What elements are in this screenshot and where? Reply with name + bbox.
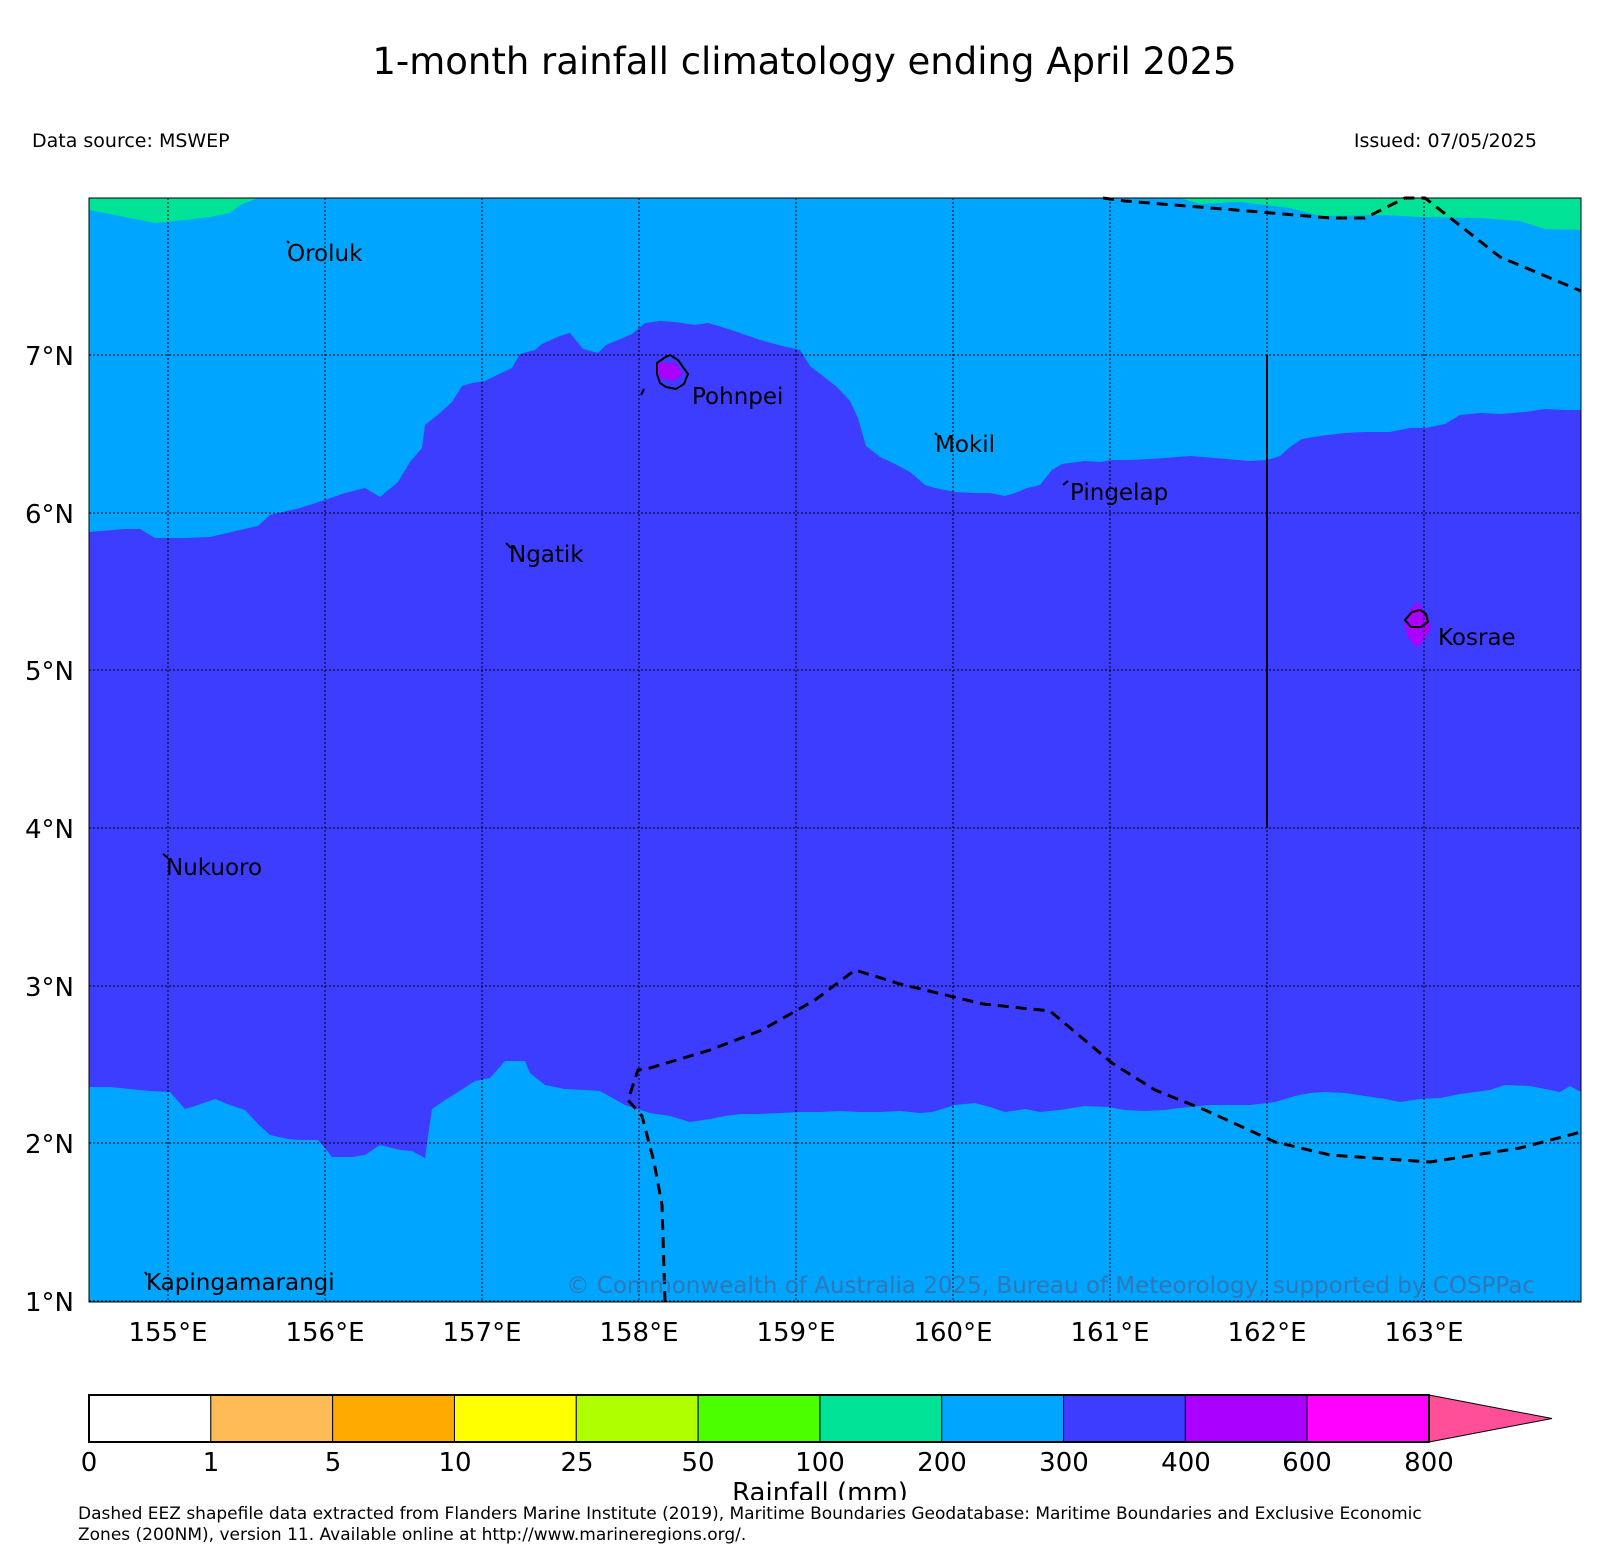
colorbar-tick-label: 10 — [438, 1448, 471, 1478]
issued-date-label: Issued: 07/05/2025 — [1353, 130, 1537, 152]
lat-tick-label: 3°N — [25, 973, 74, 1003]
colorbar-swatch — [1306, 1394, 1430, 1443]
footnote: Dashed EEZ shapefile data extracted from… — [78, 1504, 1578, 1546]
place-labels: Oroluk Pohnpei Mokil Pingelap Ngatik Kos… — [146, 241, 1516, 1296]
colorbar-tick-label: 25 — [560, 1448, 593, 1478]
place-label-pohnpei: Pohnpei — [692, 384, 783, 410]
lon-tick-label: 155°E — [128, 1318, 207, 1348]
island-outlines — [144, 240, 1430, 1276]
colorbar-swatch — [819, 1394, 943, 1443]
colorbar-tick-label: 400 — [1161, 1448, 1211, 1478]
colorbar-swatch — [941, 1394, 1065, 1443]
lat-tick-label: 2°N — [25, 1130, 74, 1160]
rain-zone-100-200-top-left — [89, 198, 258, 223]
lon-tick-labels: 155°E 156°E 157°E 158°E 159°E 160°E 161°… — [128, 1318, 1463, 1348]
colorbar-swatch — [88, 1394, 212, 1443]
colorbar-extend-arrow — [1428, 1394, 1553, 1443]
rain-zone-300-400 — [89, 321, 1581, 1158]
colorbar-tick-label: 300 — [1039, 1448, 1089, 1478]
lon-tick-label: 163°E — [1384, 1318, 1463, 1348]
place-label-pingelap: Pingelap — [1070, 480, 1168, 506]
place-label-kosrae: Kosrae — [1438, 625, 1516, 651]
rain-zone-100-200-top-right — [1180, 198, 1581, 230]
colorbar-swatch — [697, 1394, 821, 1443]
lon-tick-label: 157°E — [442, 1318, 521, 1348]
lon-tick-label: 161°E — [1070, 1318, 1149, 1348]
colorbar-tick-label: 5 — [325, 1448, 342, 1478]
colorbar-swatch — [575, 1394, 699, 1443]
lon-tick-label: 160°E — [913, 1318, 992, 1348]
lat-tick-label: 4°N — [25, 815, 74, 845]
colorbar-tick-label: 100 — [795, 1448, 845, 1478]
colorbar-tick-labels: 0 1 5 10 25 50 100 200 300 400 600 800 — [81, 1448, 1454, 1478]
lat-tick-label: 6°N — [25, 500, 74, 530]
place-label-kapingamarangi: Kapingamarangi — [146, 1270, 335, 1296]
colorbar-frame — [88, 1394, 1430, 1443]
lat-tick-label: 7°N — [25, 342, 74, 372]
place-label-oroluk: Oroluk — [287, 241, 363, 267]
lat-tick-labels: 7°N 6°N 5°N 4°N 3°N 2°N 1°N — [25, 342, 74, 1318]
colorbar-tick-label: 1 — [203, 1448, 220, 1478]
footnote-line: Zones (200NM), version 11. Available onl… — [78, 1525, 747, 1545]
rain-zone-400-600-pohnpei — [656, 363, 683, 381]
colorbar-swatch — [1063, 1394, 1186, 1443]
footnote-line: Dashed EEZ shapefile data extracted from… — [78, 1504, 1422, 1524]
pohnpei-outline — [656, 353, 690, 391]
map-frame — [88, 197, 1582, 1303]
colorbar-swatch — [332, 1394, 455, 1443]
eez-boundaries — [626, 196, 1582, 1303]
colorbar — [88, 1394, 1553, 1443]
place-label-nukuoro: Nukuoro — [166, 855, 262, 881]
colorbar-tick-label: 50 — [681, 1448, 714, 1478]
lon-tick-label: 162°E — [1227, 1318, 1306, 1348]
lon-tick-label: 158°E — [599, 1318, 678, 1348]
lat-tick-label: 1°N — [25, 1288, 74, 1318]
colorbar-tick-label: 800 — [1404, 1448, 1454, 1478]
colorbar-swatch — [210, 1394, 334, 1443]
kosrae-outline — [1403, 608, 1430, 628]
colorbar-tick-label: 200 — [917, 1448, 967, 1478]
colorbar-label: Rainfall (mm) — [732, 1478, 908, 1500]
rainfall-field — [89, 198, 1581, 1302]
lon-tick-label: 159°E — [756, 1318, 835, 1348]
lon-tick-label: 156°E — [285, 1318, 364, 1348]
place-label-mokil: Mokil — [935, 432, 995, 458]
colorbar-tick-label: 600 — [1282, 1448, 1332, 1478]
colorbar-swatch — [453, 1394, 577, 1443]
lat-tick-label: 5°N — [25, 657, 74, 687]
colorbar-swatch — [1184, 1394, 1308, 1443]
data-source-label: Data source: MSWEP — [32, 130, 230, 152]
rainfall-map: Oroluk Pohnpei Mokil Pingelap Ngatik Kos… — [25, 196, 1582, 1500]
copyright-notice: © Commonwealth of Australia 2025, Bureau… — [566, 1273, 1535, 1299]
colorbar-tick-label: 0 — [81, 1448, 98, 1478]
map-title: 1-month rainfall climatology ending Apri… — [372, 40, 1237, 83]
place-label-ngatik: Ngatik — [509, 542, 584, 568]
